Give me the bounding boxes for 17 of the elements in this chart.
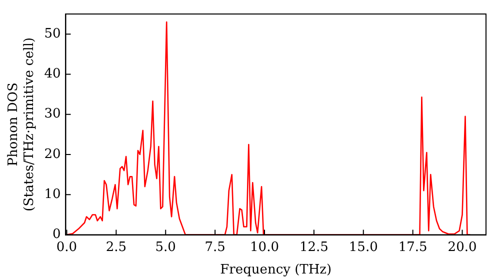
y-tick-label: 10 [44, 187, 61, 202]
x-tick-label: 20.0 [448, 240, 477, 255]
x-tick-label: 10.0 [250, 240, 279, 255]
x-tick-label: 5.0 [155, 240, 176, 255]
y-axis-title: Phonon DOS (States/THz·primitive cell) [6, 37, 37, 212]
x-axis-title: Frequency (THz) [220, 262, 332, 278]
x-tick-label: 15.0 [348, 240, 378, 255]
y-tick-label: 30 [44, 106, 61, 122]
x-tick-label: 17.5 [398, 240, 428, 255]
x-tick-label: 0.0 [56, 240, 78, 255]
y-tick-label: 40 [44, 66, 61, 82]
x-tick-label: 2.5 [106, 240, 127, 255]
y-tick-label: 50 [44, 26, 61, 42]
y-tick-label: 0 [52, 227, 61, 242]
x-tick-label: 12.5 [299, 240, 328, 255]
x-tick-label: 7.5 [204, 240, 226, 255]
y-tick-label: 20 [44, 146, 61, 162]
